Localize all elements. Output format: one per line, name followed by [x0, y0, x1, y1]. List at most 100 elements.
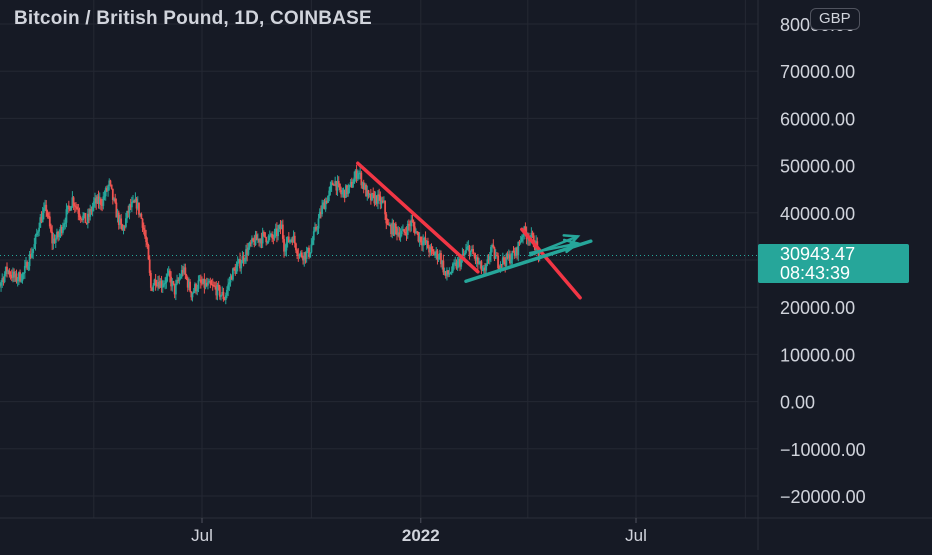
candle-body — [429, 246, 432, 253]
candle-body — [311, 240, 314, 245]
candle-body — [384, 201, 387, 215]
candle-body — [290, 239, 293, 241]
candle-body — [165, 276, 168, 284]
candle-body — [185, 274, 188, 279]
candle-body — [268, 235, 271, 237]
candle-body — [300, 252, 303, 258]
candle-body — [381, 200, 384, 203]
candle-body — [436, 250, 439, 260]
candle-body — [211, 284, 214, 286]
candle-body — [215, 286, 218, 296]
candle-body — [402, 229, 404, 231]
candle-body — [3, 274, 6, 282]
candle-body — [403, 229, 406, 233]
candle-body — [154, 279, 157, 285]
candle-body — [503, 257, 505, 262]
candle-body — [212, 285, 215, 287]
candle-body — [501, 257, 504, 265]
candle-body — [37, 231, 39, 234]
candle-body — [176, 280, 178, 284]
candle-body — [224, 295, 227, 301]
candle-body — [16, 279, 19, 282]
candle-body — [375, 195, 378, 204]
candle-body — [442, 260, 445, 273]
candle-body — [0, 282, 2, 286]
candle-body — [440, 253, 442, 265]
candle-body — [340, 190, 343, 195]
candle-body — [454, 262, 457, 264]
candle-body — [365, 185, 367, 197]
last-price-tag: 30943.47 08:43:39 — [758, 244, 909, 283]
candle-body — [283, 238, 285, 252]
candle-body — [179, 276, 182, 279]
candle-body — [449, 273, 452, 275]
candle-body — [500, 264, 503, 266]
candle-body — [457, 259, 460, 262]
candle-body — [262, 232, 265, 234]
candle-body — [386, 223, 389, 225]
candle-body — [327, 195, 329, 203]
candle-body — [273, 231, 276, 239]
candle-body — [61, 227, 64, 233]
candle-body — [342, 189, 345, 193]
candle-body — [473, 254, 476, 257]
candle-body — [45, 204, 48, 212]
candle-body — [17, 272, 20, 280]
candle-body — [183, 267, 186, 273]
candle-body — [411, 219, 414, 223]
candle-body — [98, 198, 101, 204]
candle-body — [223, 298, 226, 301]
candle-body — [427, 241, 429, 249]
candle-body — [126, 210, 128, 219]
candle-body — [260, 238, 263, 244]
candle-body — [128, 204, 131, 214]
candle-body — [497, 255, 499, 269]
candle-body — [193, 284, 196, 292]
candle-body — [79, 217, 82, 220]
candle-body — [504, 261, 507, 266]
currency-badge[interactable]: GBP — [810, 8, 860, 30]
candle-body — [198, 279, 201, 281]
candle-body — [110, 184, 113, 189]
candle-body — [315, 226, 318, 230]
candle-body — [111, 188, 114, 200]
candle-body — [84, 213, 87, 223]
candle-body — [369, 194, 372, 201]
candle-body — [479, 261, 482, 264]
candle-body — [265, 237, 268, 243]
candle-body — [443, 271, 446, 273]
arrow-head — [562, 234, 581, 248]
candle-body — [264, 232, 266, 238]
candle-body — [117, 212, 120, 225]
candle-body — [476, 257, 479, 264]
candle-body — [163, 283, 165, 286]
candle-body — [228, 282, 231, 285]
candle-body — [135, 198, 138, 209]
candle-body — [13, 271, 16, 278]
candle-body — [249, 242, 252, 244]
candle-body — [119, 218, 121, 225]
candle-body — [356, 173, 359, 179]
candle-body — [247, 247, 250, 255]
candle-body — [488, 256, 491, 261]
candle-body — [237, 259, 240, 263]
candle-body — [465, 249, 467, 254]
candle-body — [40, 217, 43, 223]
candle-body — [180, 269, 183, 277]
candle-body — [333, 184, 335, 186]
candle-body — [164, 283, 167, 285]
candle-body — [308, 247, 310, 258]
x-tick-label: Jul — [625, 526, 647, 545]
candle-body — [251, 238, 253, 244]
candle-body — [511, 250, 514, 260]
candle-body — [350, 181, 353, 188]
candle-body — [353, 177, 356, 184]
candle-body — [510, 259, 513, 264]
candle-body — [71, 197, 74, 207]
candle-body — [167, 270, 170, 274]
candle-body — [398, 232, 401, 238]
candle-body — [91, 206, 94, 212]
candle-body — [491, 244, 494, 248]
